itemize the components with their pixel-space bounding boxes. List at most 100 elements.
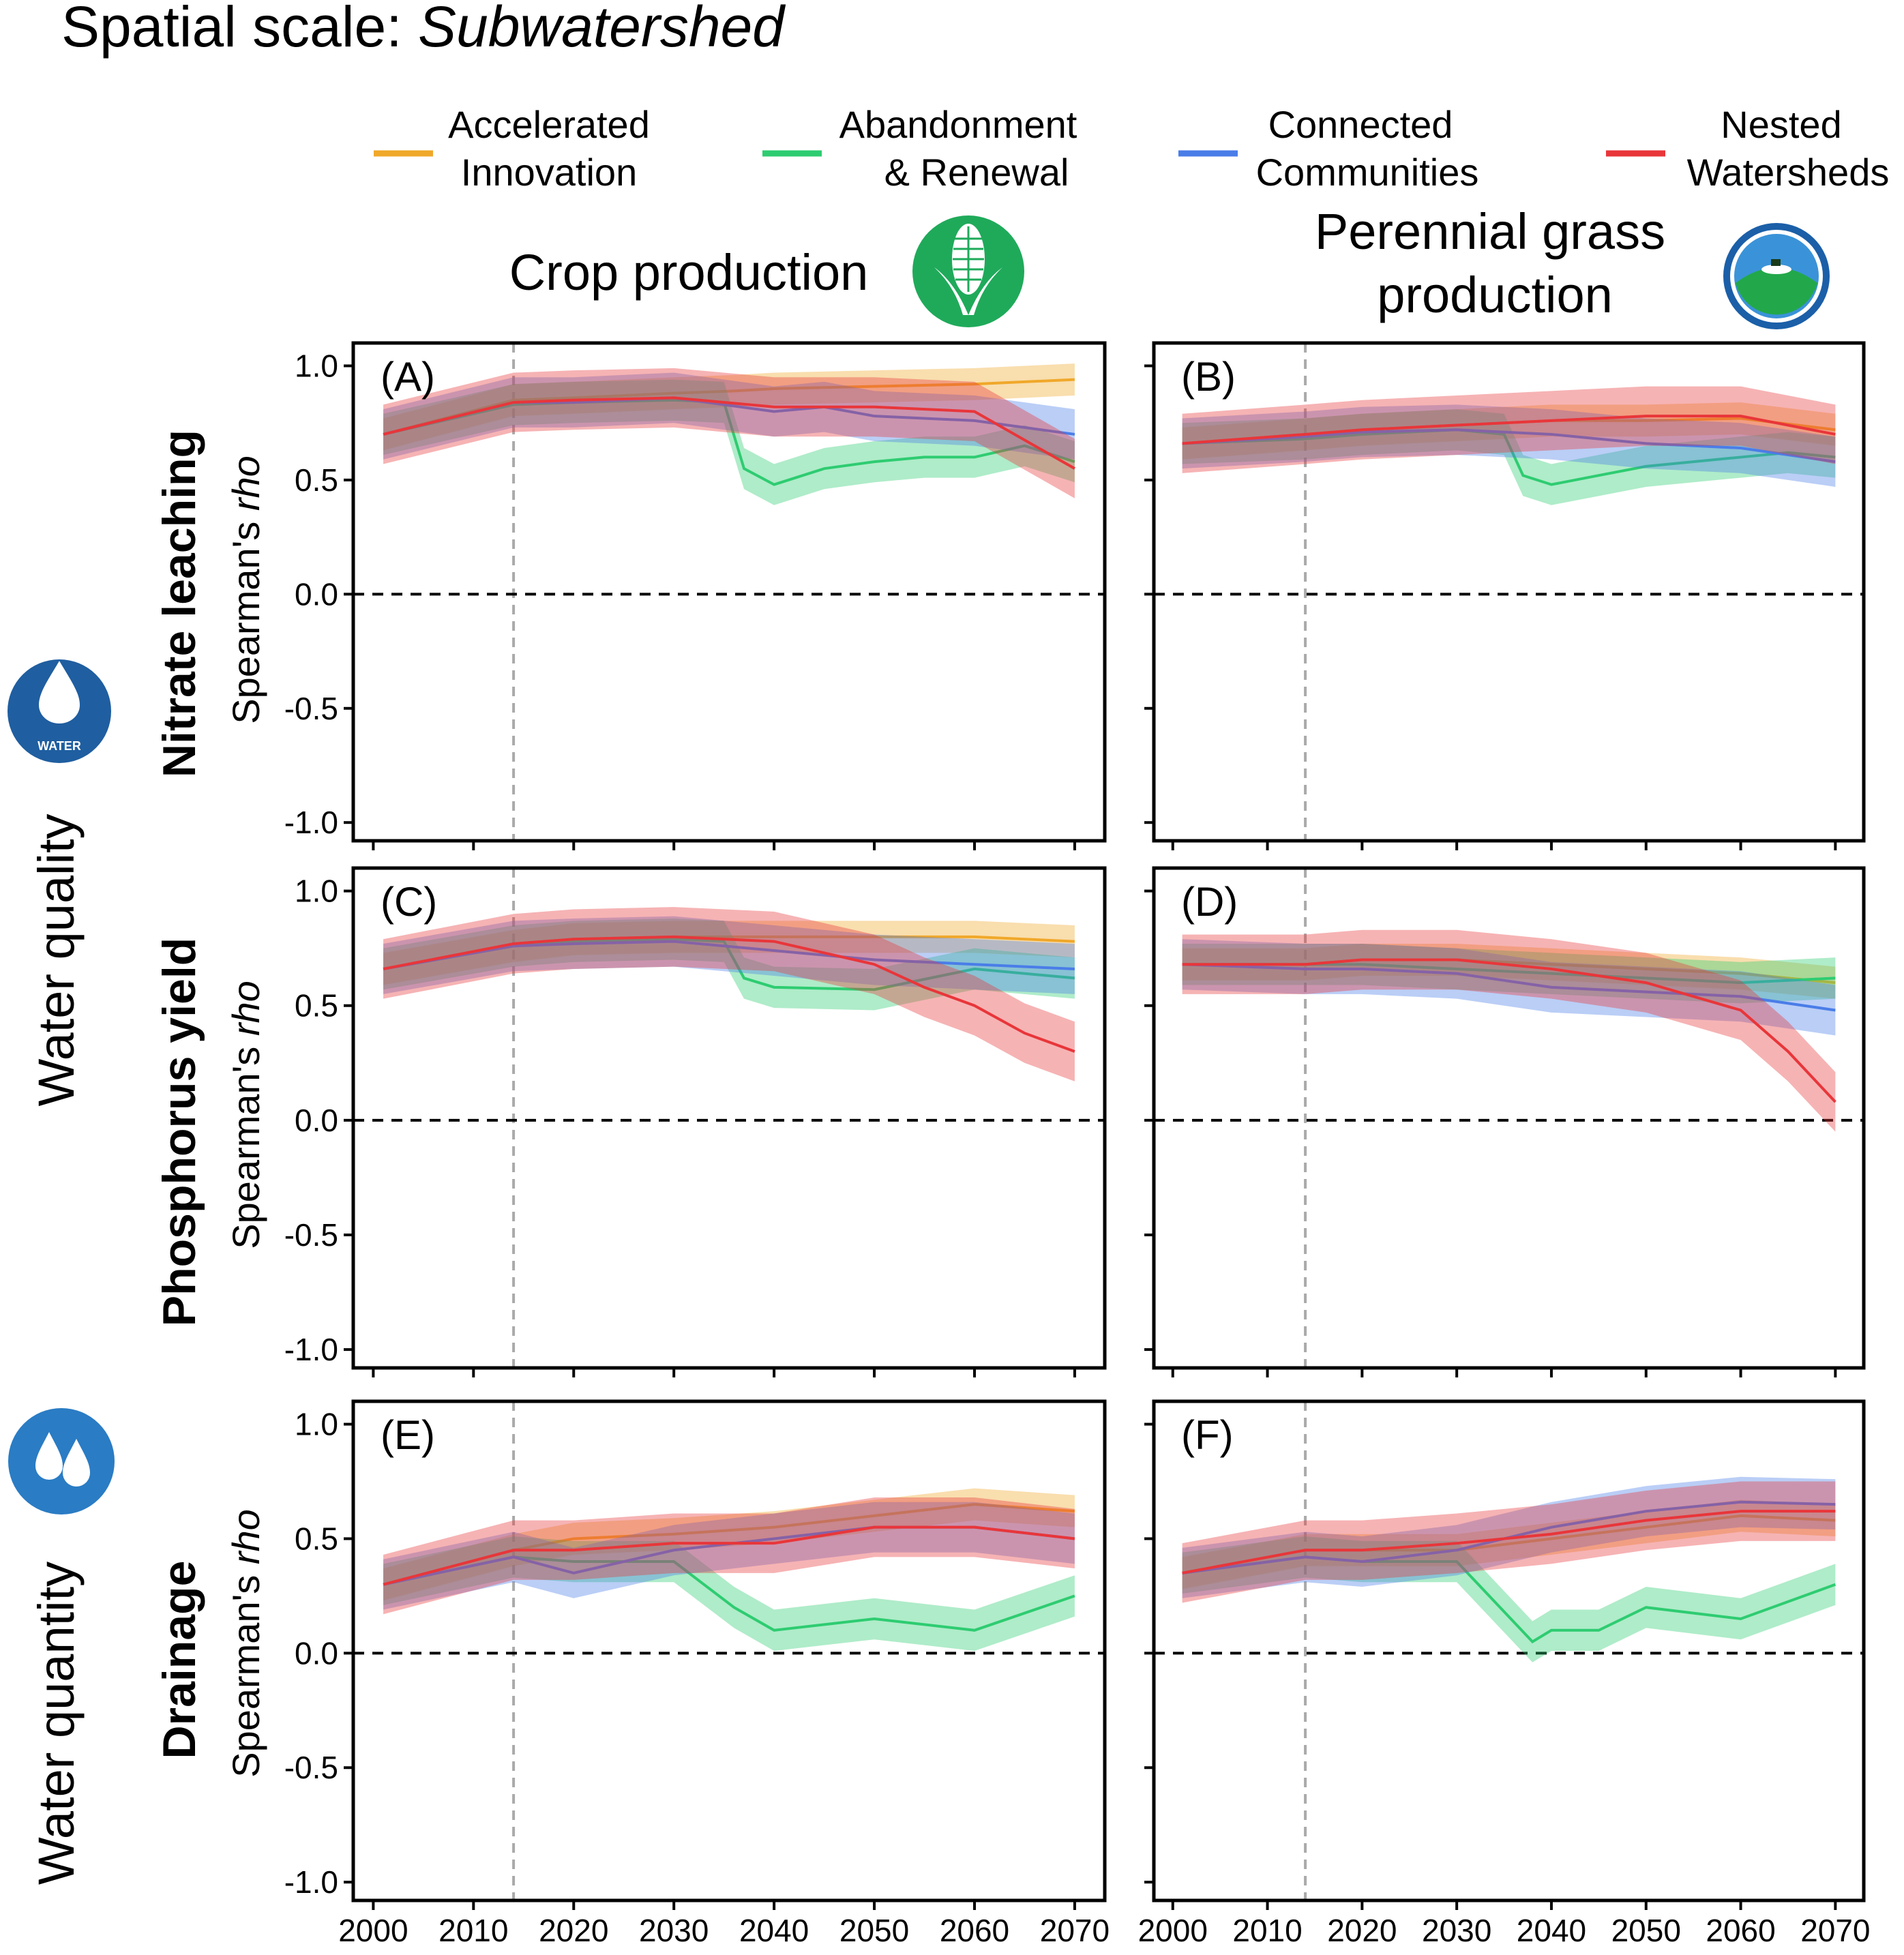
series-band [383,907,1075,1081]
figure-title: Spatial scale: Subwatershed [61,0,786,59]
group-label-water-quality: Water quality [28,814,85,1106]
water-icon-text: WATER [38,739,81,753]
y-tick-label: 1.0 [295,874,338,909]
legend-item-abandonment-renewal: Abandonment & Renewal [762,103,1077,194]
x-tick-label: 2070 [1040,1913,1110,1948]
panel-letter: (C) [381,879,437,925]
series-line [1182,428,1836,464]
panel-letter: (B) [1181,354,1236,400]
corn-icon [912,215,1024,327]
y-tick-label: -0.5 [284,691,338,726]
y-tick-label: 0.5 [295,462,338,498]
panel-letter: (F) [1181,1412,1234,1458]
column-title-right-line2: production [1377,267,1613,323]
x-tick-label: 2060 [1706,1913,1775,1948]
series-band [1182,1536,1836,1662]
panel-frame [1152,866,1866,1370]
group-label-water-quantity: Water quantity [28,1562,85,1885]
series-band [1182,1481,1836,1603]
x-tick-label: 2030 [1422,1913,1491,1948]
y-tick-label: -0.5 [284,1217,338,1253]
row-label-phosphorus-yield: Phosphorus yield [153,938,205,1327]
legend-item-connected-communities: Connected Communities [1178,103,1478,194]
grass-field-icon [1723,223,1830,329]
y-tick-label: 1.0 [295,1407,338,1442]
legend-label-line2: Innovation [461,151,637,194]
series-band [383,379,1075,505]
panels: 1.0 0.5 0.0 -0.5 -1.0 (A) (B) 1.0 0.5 0.0 -0.5 -1.0… [284,341,1871,1948]
y-axis-label-row1: Spearman's rho [224,456,267,724]
x-tick-label: 2000 [338,1913,408,1948]
legend-label-line1: Connected [1268,103,1453,146]
x-tick-label: 2040 [1517,1913,1586,1948]
legend-label-line2: Watersheds [1687,151,1890,194]
y-tick-label: 0.5 [295,1521,338,1556]
y-tick-label: -1.0 [284,1864,338,1900]
series-band [1182,386,1836,473]
water-drops-icon [8,1408,115,1514]
series-line [383,940,1075,970]
panel-frame [351,1399,1107,1902]
y-axis-label-row3: Spearman's rho [224,1509,267,1778]
column-title-right-line1: Perennial grass [1315,203,1665,260]
x-tick-label: 2030 [639,1913,709,1948]
legend-label-line2: Communities [1256,151,1479,194]
series-band [1182,943,1836,1004]
x-tick-label: 2050 [1611,1913,1681,1948]
y-tick-label: 0.0 [295,1103,338,1138]
y-axis-label-row2: Spearman's rho [224,981,267,1249]
series-line [1182,1510,1836,1575]
x-tick-label: 2020 [539,1913,608,1948]
series-line [383,1525,1075,1586]
series-band [383,1502,1075,1610]
y-tick-label: -0.5 [284,1750,338,1785]
y-tick-label: -1.0 [284,1332,338,1367]
panel-frame [351,866,1107,1370]
legend-item-accelerated-innovation: Accelerated Innovation [374,103,650,194]
row-label-drainage: Drainage [153,1561,205,1759]
series-band [383,372,1075,460]
panel-frame [351,341,1107,843]
panel-b: (B) [1144,341,1866,850]
series-line [383,378,1075,436]
legend-label-line1: Abandonment [839,103,1077,146]
series-line [383,1503,1075,1586]
panel-frame [1152,1399,1866,1902]
legend-label-line1: Accelerated [448,103,650,146]
panel-letter: (A) [381,354,435,400]
y-tick-label: 0.0 [295,1635,338,1671]
x-tick-label: 2020 [1327,1913,1397,1948]
legend-label-line2: & Renewal [884,151,1069,194]
y-tick-label: -1.0 [284,805,338,840]
y-tick-label: 1.0 [295,348,338,383]
panel-d: (D) [1144,866,1866,1377]
panel-letter: (D) [1181,879,1238,925]
panel-a: 1.0 0.5 0.0 -0.5 -1.0 (A) [284,341,1107,850]
series-band [1182,929,1836,1132]
x-tick-label: 2040 [739,1913,809,1948]
panel-c: 1.0 0.5 0.0 -0.5 -1.0 (C) [284,866,1107,1377]
x-tick-label: 2050 [839,1913,909,1948]
x-tick-label: 2010 [438,1913,508,1948]
x-tick-label: 2000 [1138,1913,1208,1948]
series-line [383,1555,1075,1632]
y-tick-label: 0.0 [295,576,338,612]
series-line [1182,428,1836,486]
series-line [1182,415,1836,445]
panel-letter: (E) [381,1412,435,1458]
column-title-left: Crop production [509,244,869,301]
series-line [383,396,1075,470]
series-line [1182,958,1836,1103]
legend-label-line1: Nested [1721,103,1841,146]
series-line [383,935,1075,1053]
series-band [383,916,1075,994]
series-band [1182,404,1836,487]
x-tick-label: 2070 [1800,1913,1870,1948]
row-label-nitrate-leaching: Nitrate leaching [153,430,205,777]
panel-f: 2000 2010 2020 2030 2040 2050 2060 2070 (F) [1138,1399,1871,1948]
water-drop-icon: WATER [8,659,111,763]
series-band [1182,939,1836,1036]
x-tick-label: 2010 [1232,1913,1302,1948]
